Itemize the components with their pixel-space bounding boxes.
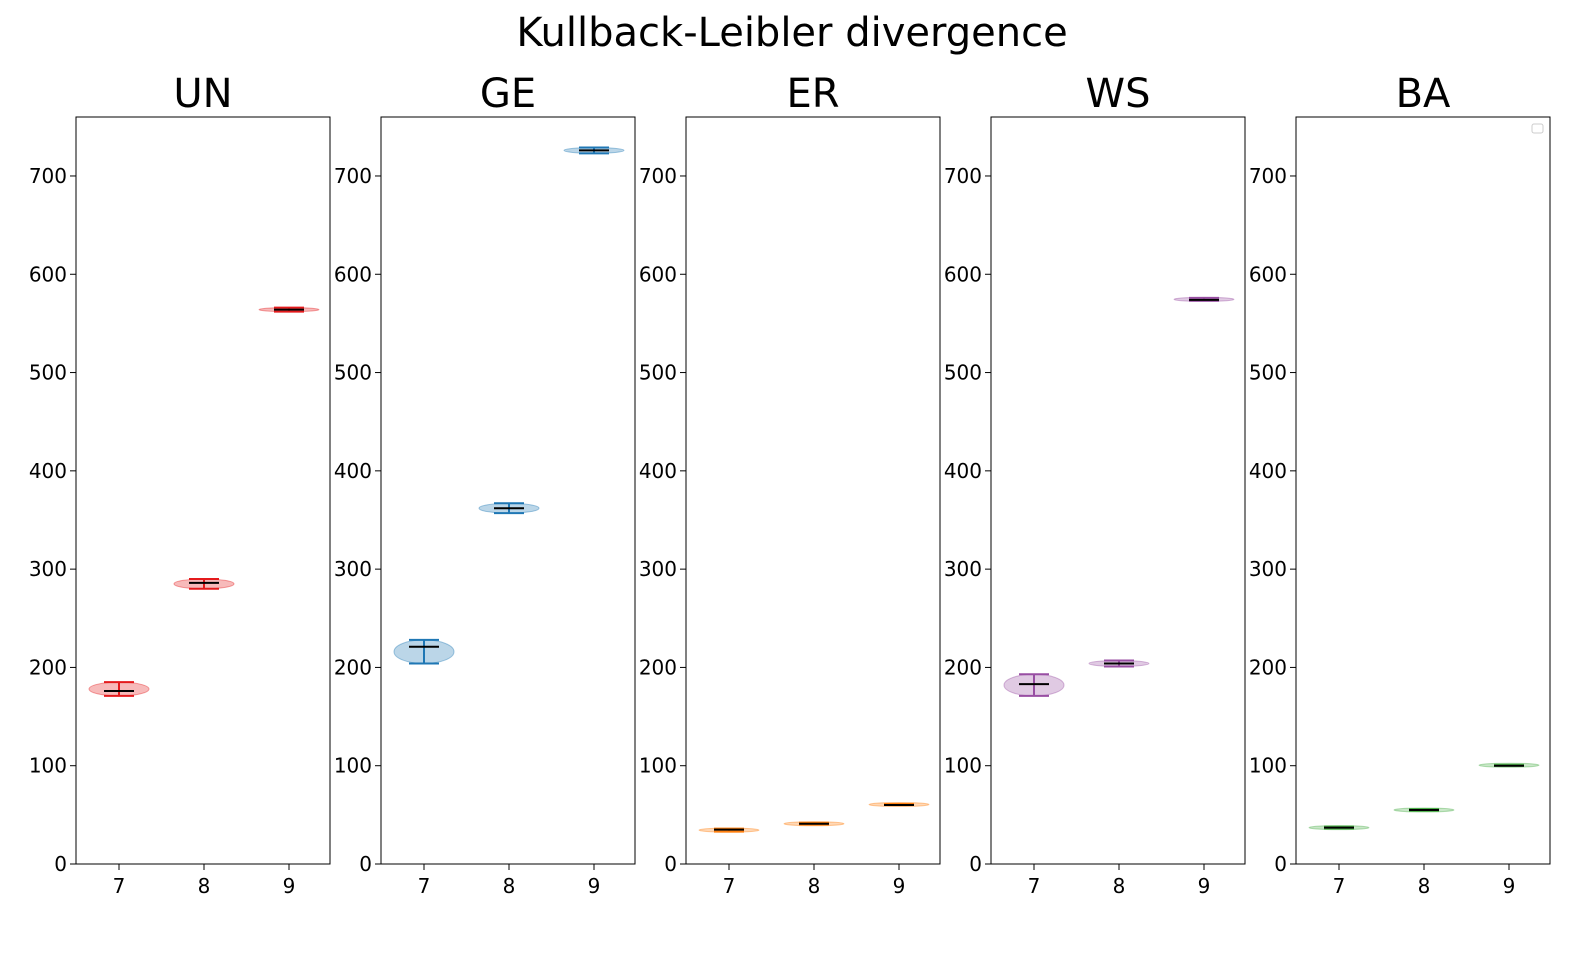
- y-tick-label-er-200: 200: [639, 655, 677, 679]
- y-tick-label-ba-200: 200: [1249, 655, 1287, 679]
- x-tick-label-er-9: 9: [893, 874, 906, 898]
- y-tick-label-ge-300: 300: [334, 557, 372, 581]
- x-tick-label-un-8: 8: [198, 874, 211, 898]
- panel-title-un: UN: [173, 71, 232, 117]
- y-tick-label-un-400: 400: [29, 459, 67, 483]
- y-tick-label-ba-400: 400: [1249, 459, 1287, 483]
- x-tick-label-ba-9: 9: [1503, 874, 1516, 898]
- y-tick-label-er-600: 600: [639, 262, 677, 286]
- x-tick-label-ws-9: 9: [1198, 874, 1211, 898]
- y-tick-label-un-300: 300: [29, 557, 67, 581]
- y-tick-label-ba-100: 100: [1249, 754, 1287, 778]
- y-tick-label-ws-200: 200: [944, 655, 982, 679]
- y-tick-label-ge-200: 200: [334, 655, 372, 679]
- x-tick-label-ge-9: 9: [588, 874, 601, 898]
- x-tick-label-ws-7: 7: [1028, 874, 1041, 898]
- axes-frame-ws: [990, 116, 1246, 865]
- y-tick-label-ws-700: 700: [944, 164, 982, 188]
- y-tick-label-er-700: 700: [639, 164, 677, 188]
- panel-title-er: ER: [786, 71, 839, 117]
- y-tick-label-ws-500: 500: [944, 361, 982, 385]
- x-tick-label-un-9: 9: [283, 874, 296, 898]
- y-tick-label-ba-500: 500: [1249, 361, 1287, 385]
- y-tick-label-er-400: 400: [639, 459, 677, 483]
- y-tick-label-ws-100: 100: [944, 754, 982, 778]
- legend-box: [1531, 123, 1544, 134]
- y-tick-label-ba-600: 600: [1249, 262, 1287, 286]
- figure-title: Kullback-Leibler divergence: [516, 10, 1068, 56]
- axes-frame-er: [685, 116, 941, 865]
- y-tick-label-ge-100: 100: [334, 754, 372, 778]
- x-tick-label-er-7: 7: [723, 874, 736, 898]
- y-tick-label-ge-500: 500: [334, 361, 372, 385]
- x-tick-label-ba-8: 8: [1418, 874, 1431, 898]
- y-tick-label-ba-0: 0: [1274, 852, 1287, 876]
- x-tick-label-ge-8: 8: [503, 874, 516, 898]
- y-tick-label-er-0: 0: [664, 852, 677, 876]
- axes-frame-ge: [380, 116, 636, 865]
- y-tick-label-un-100: 100: [29, 754, 67, 778]
- y-tick-label-ge-700: 700: [334, 164, 372, 188]
- y-tick-label-un-500: 500: [29, 361, 67, 385]
- x-tick-label-er-8: 8: [808, 874, 821, 898]
- y-tick-label-un-0: 0: [54, 852, 67, 876]
- y-tick-label-ge-0: 0: [359, 852, 372, 876]
- y-tick-label-ws-300: 300: [944, 557, 982, 581]
- y-tick-label-ws-0: 0: [969, 852, 982, 876]
- panel-title-ge: GE: [480, 71, 536, 117]
- panel-title-ws: WS: [1086, 71, 1151, 117]
- y-tick-label-ge-600: 600: [334, 262, 372, 286]
- y-tick-label-er-100: 100: [639, 754, 677, 778]
- y-tick-label-un-600: 600: [29, 262, 67, 286]
- y-tick-label-ba-700: 700: [1249, 164, 1287, 188]
- y-tick-label-ba-300: 300: [1249, 557, 1287, 581]
- axes-frame-ba: [1295, 116, 1551, 865]
- x-tick-label-ge-7: 7: [418, 874, 431, 898]
- axes-frame-un: [75, 116, 331, 865]
- y-tick-label-ws-600: 600: [944, 262, 982, 286]
- y-tick-label-ge-400: 400: [334, 459, 372, 483]
- x-tick-label-un-7: 7: [113, 874, 126, 898]
- x-tick-label-ba-7: 7: [1333, 874, 1346, 898]
- y-tick-label-un-200: 200: [29, 655, 67, 679]
- x-tick-label-ws-8: 8: [1113, 874, 1126, 898]
- panel-title-ba: BA: [1396, 71, 1451, 117]
- y-tick-label-er-300: 300: [639, 557, 677, 581]
- y-tick-label-un-700: 700: [29, 164, 67, 188]
- y-tick-label-ws-400: 400: [944, 459, 982, 483]
- y-tick-label-er-500: 500: [639, 361, 677, 385]
